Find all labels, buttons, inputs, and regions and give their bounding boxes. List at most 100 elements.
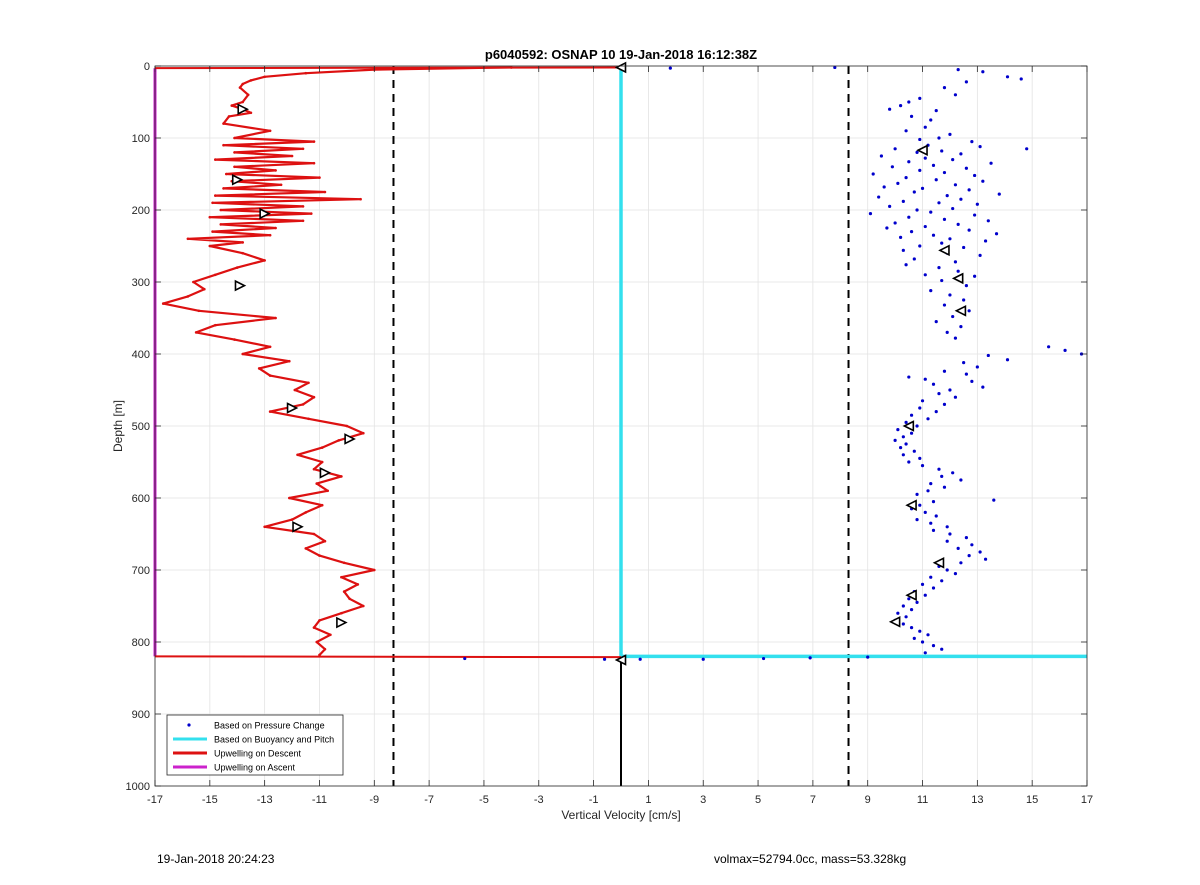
series-line-buoyancy (619, 67, 1087, 659)
pressure-point (934, 514, 938, 518)
pressure-point (942, 369, 947, 373)
pressure-point (962, 298, 966, 302)
descent-point (241, 241, 245, 244)
descent-point (263, 75, 266, 79)
pressure-point (923, 224, 927, 229)
descent-point (337, 439, 340, 442)
pressure-point (986, 219, 990, 223)
descent-point (274, 316, 277, 320)
descent-point (326, 489, 329, 493)
pressure-point (964, 372, 968, 376)
pressure-point (904, 263, 908, 267)
pressure-point (948, 237, 952, 241)
pressure-point (962, 245, 966, 250)
pressure-point (915, 424, 919, 428)
triangle-right-marker (344, 433, 356, 445)
pressure-point (915, 150, 919, 154)
pressure-point (1005, 358, 1010, 362)
descent-point (340, 611, 343, 615)
descent-point (372, 568, 376, 572)
pressure-point (973, 274, 977, 278)
pressure-point (907, 100, 911, 104)
descent-point (301, 205, 305, 208)
series-line-descent (162, 66, 512, 656)
descent-point (268, 410, 272, 413)
descent-point (359, 197, 362, 201)
descent-point (219, 208, 223, 212)
descent-point (222, 122, 225, 125)
pressure-point (926, 417, 930, 421)
x-tick-label: -9 (369, 794, 379, 806)
pressure-point (923, 651, 927, 655)
descent-point (241, 82, 245, 86)
pressure-point (923, 156, 927, 160)
pressure-point (959, 561, 963, 565)
pressure-point (970, 140, 974, 144)
descent-point (203, 287, 206, 291)
descent-point (312, 161, 316, 165)
pressure-point (942, 485, 947, 489)
footer-summary: volmax=52794.0cc, mass=53.328kg (714, 852, 907, 866)
descent-point (268, 233, 272, 237)
pressure-point (934, 109, 938, 113)
pressure-point (1025, 147, 1029, 151)
pressure-point (959, 325, 963, 329)
x-tick-label: 11 (917, 794, 928, 806)
pressure-point (975, 365, 979, 369)
pressure-point (808, 656, 812, 660)
pressure-point (912, 636, 916, 641)
x-tick-label: 13 (971, 794, 983, 806)
pressure-point (893, 438, 897, 442)
pressure-point (918, 503, 922, 507)
x-tick-label: -1 (589, 794, 599, 806)
descent-point (342, 590, 346, 593)
pressure-point (909, 230, 914, 234)
pressure-point (926, 633, 930, 637)
triangle-markers (231, 61, 967, 666)
descent-point (312, 140, 316, 143)
descent-point (320, 446, 324, 449)
descent-point (320, 460, 324, 464)
descent-point (235, 266, 239, 269)
pressure-point (890, 165, 894, 169)
x-tick-label: 17 (1081, 794, 1093, 806)
pressure-point (964, 536, 968, 540)
y-tick-label: 600 (132, 493, 150, 505)
descent-point (323, 539, 327, 543)
y-tick-label: 800 (132, 637, 150, 649)
triangle-right-marker (336, 616, 348, 629)
descent-point (241, 352, 245, 356)
triangle-right-marker (237, 103, 250, 115)
pressure-point (904, 129, 908, 133)
y-tick-label: 100 (132, 133, 150, 145)
descent-point (312, 532, 316, 536)
descent-point (362, 604, 365, 608)
pressure-point (909, 626, 914, 630)
descent-point (197, 309, 201, 313)
pressure-point (934, 320, 938, 324)
pressure-point (929, 521, 933, 525)
descent-point (340, 575, 343, 579)
pressure-point (983, 239, 988, 243)
pressure-point (931, 233, 936, 237)
pressure-point (934, 410, 938, 414)
x-tick-label: 9 (865, 794, 871, 806)
pressure-point (945, 330, 949, 334)
descent-point (249, 111, 253, 115)
descent-surface-segment (154, 66, 622, 70)
pressure-point (899, 104, 903, 108)
triangle-right-marker (319, 467, 332, 479)
descent-point (208, 215, 212, 219)
x-tick-label: 5 (755, 794, 761, 806)
pressure-point (1063, 348, 1067, 352)
data-series (153, 65, 1087, 661)
pressure-point (967, 228, 971, 232)
legend-entry-label: Based on Buoyancy and Pitch (214, 735, 334, 745)
descent-point (340, 475, 343, 478)
descent-point (241, 251, 245, 255)
descent-point (329, 633, 332, 637)
descent-point (214, 323, 217, 327)
pressure-point (907, 597, 911, 601)
triangle-left-marker (938, 244, 950, 257)
pressure-point (871, 172, 875, 176)
